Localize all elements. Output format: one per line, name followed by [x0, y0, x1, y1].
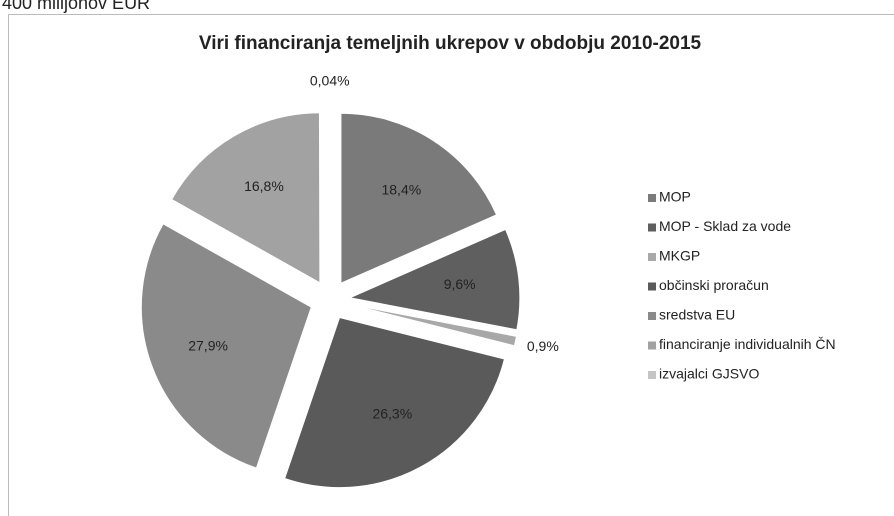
pie-slice [348, 228, 521, 331]
legend-marker [648, 223, 656, 232]
data-label: 18,4% [381, 181, 421, 197]
pie-slice [349, 303, 518, 347]
legend-label: MOP - Sklad za vode [659, 218, 791, 234]
legend-label: MOP [659, 189, 691, 205]
pie-slice [284, 316, 506, 489]
legend-marker [648, 312, 656, 320]
data-label: 0,9% [527, 338, 559, 354]
data-label: 26,3% [372, 405, 412, 421]
data-label: 27,9% [188, 337, 228, 353]
legend-marker [648, 194, 656, 202]
data-label: 16,8% [244, 178, 284, 194]
pie-slice [140, 223, 312, 469]
data-label: 9,6% [444, 276, 476, 292]
legend-marker [648, 341, 656, 350]
legend-label: občinski proračun [659, 277, 769, 293]
legend-label: financiranje individualnih ČN [659, 336, 836, 352]
legend-marker [648, 371, 656, 379]
legend-label: izvajalci GJSVO [659, 366, 759, 382]
pie-slice [340, 112, 498, 285]
header-text: 400 milijonov EUR [2, 0, 150, 13]
pie-slice [171, 112, 321, 284]
data-label: 0,04% [310, 73, 350, 89]
legend-label: sredstva EU [659, 307, 735, 323]
legend-label: MKGP [659, 248, 700, 264]
legend-marker [648, 282, 656, 291]
chart-title: Viri financiranja temeljnih ukrepov v ob… [199, 33, 702, 54]
legend-marker [648, 253, 656, 261]
